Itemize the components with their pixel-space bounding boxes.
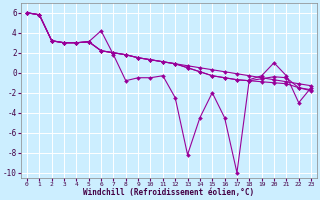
X-axis label: Windchill (Refroidissement éolien,°C): Windchill (Refroidissement éolien,°C) [84, 188, 255, 197]
